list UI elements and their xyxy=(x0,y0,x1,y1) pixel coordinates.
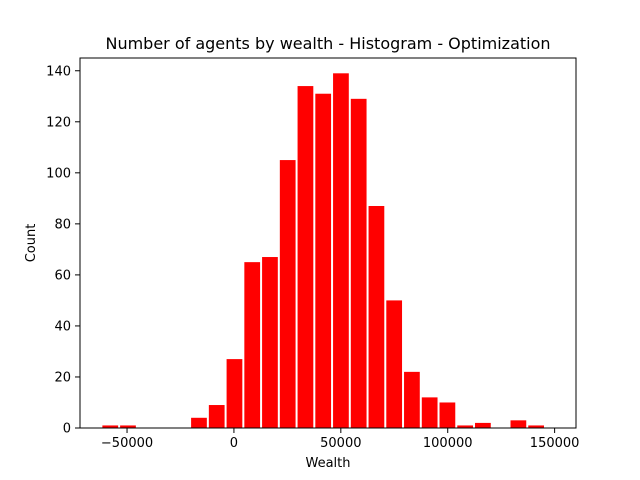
x-axis-label: Wealth xyxy=(305,456,350,471)
y-axis-label: Count xyxy=(24,224,39,263)
y-tick-label: 80 xyxy=(54,217,71,232)
histogram-bar-20 xyxy=(457,425,474,428)
histogram-bar-13 xyxy=(333,73,349,428)
x-axis: −50000 0 50000 100000 150000 xyxy=(101,428,580,451)
y-axis: 0 20 40 60 80 100 120 140 xyxy=(46,64,80,437)
histogram-bar-10 xyxy=(279,160,296,428)
histogram-bar-5 xyxy=(191,417,207,428)
histogram-bar-14 xyxy=(350,98,367,428)
histogram-bar-7 xyxy=(226,359,243,428)
y-tick-label: 60 xyxy=(54,268,71,283)
chart-title: Number of agents by wealth - Histogram -… xyxy=(105,34,550,53)
bars-group xyxy=(102,73,544,428)
histogram-bar-17 xyxy=(404,371,420,428)
histogram-bar-15 xyxy=(368,206,385,428)
histogram-bar-12 xyxy=(315,93,332,428)
histogram-bar-24 xyxy=(528,425,544,428)
x-tick-label: 50000 xyxy=(320,436,361,451)
y-tick-label: 140 xyxy=(46,64,71,79)
x-tick-label: 150000 xyxy=(530,436,580,451)
y-tick-label: 0 xyxy=(63,422,71,437)
histogram-bar-19 xyxy=(439,402,456,428)
histogram-bar-8 xyxy=(244,262,261,428)
histogram-bar-0 xyxy=(102,425,119,428)
histogram-bar-23 xyxy=(510,420,527,428)
histogram-bar-16 xyxy=(386,300,403,428)
y-tick-label: 40 xyxy=(54,319,71,334)
x-tick-label: 100000 xyxy=(423,436,473,451)
histogram-bar-6 xyxy=(208,405,225,428)
x-tick-label: 0 xyxy=(230,436,238,451)
y-tick-label: 20 xyxy=(54,370,71,385)
y-tick-label: 100 xyxy=(46,166,71,181)
histogram-bar-1 xyxy=(120,425,136,428)
histogram-bar-21 xyxy=(475,422,491,428)
y-tick-label: 120 xyxy=(46,115,71,130)
histogram-bar-11 xyxy=(297,86,314,428)
histogram-bar-18 xyxy=(421,397,438,428)
x-tick-label: −50000 xyxy=(101,436,153,451)
plot-frame xyxy=(79,57,577,429)
histogram-bar-9 xyxy=(262,257,278,428)
